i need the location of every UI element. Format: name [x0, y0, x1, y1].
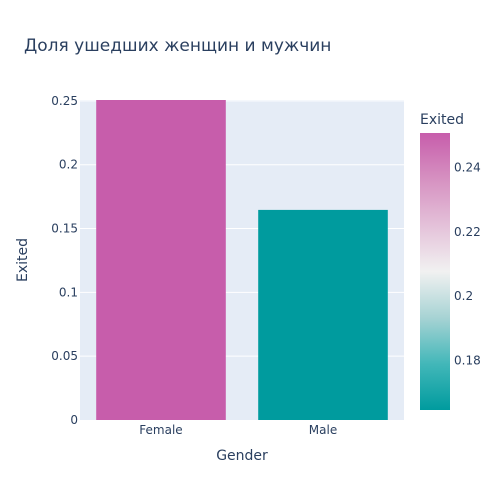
x-axis-title: Gender — [216, 448, 268, 464]
x-axis-ticks: Female Male — [139, 423, 337, 437]
colorbar — [420, 133, 450, 410]
y-axis-title: Exited — [15, 238, 31, 282]
y-axis-ticks: 0 0.05 0.1 0.15 0.2 0.25 — [51, 94, 78, 427]
colorbar-ticks: 0.18 0.2 0.22 0.24 — [454, 160, 481, 367]
colorbar-tick-label: 0.24 — [454, 160, 481, 174]
colorbar-tick-label: 0.18 — [454, 353, 481, 367]
colorbar-tick-label: 0.2 — [454, 289, 473, 303]
y-tick-label: 0.25 — [51, 94, 78, 108]
bar-female[interactable] — [96, 100, 226, 420]
chart-title: Доля ушедших женщин и мужчин — [24, 36, 331, 56]
y-tick-label: 0.15 — [51, 222, 78, 236]
y-tick-label: 0.05 — [51, 349, 78, 363]
colorbar-tick-label: 0.22 — [454, 225, 481, 239]
x-tick-label: Male — [309, 423, 337, 437]
colorbar-title: Exited — [420, 112, 464, 128]
bar-male[interactable] — [258, 209, 388, 420]
y-tick-label: 0.1 — [59, 285, 78, 299]
x-tick-label: Female — [139, 423, 182, 437]
y-tick-label: 0.2 — [59, 158, 78, 172]
y-tick-label: 0 — [70, 413, 78, 427]
bars — [96, 100, 388, 420]
